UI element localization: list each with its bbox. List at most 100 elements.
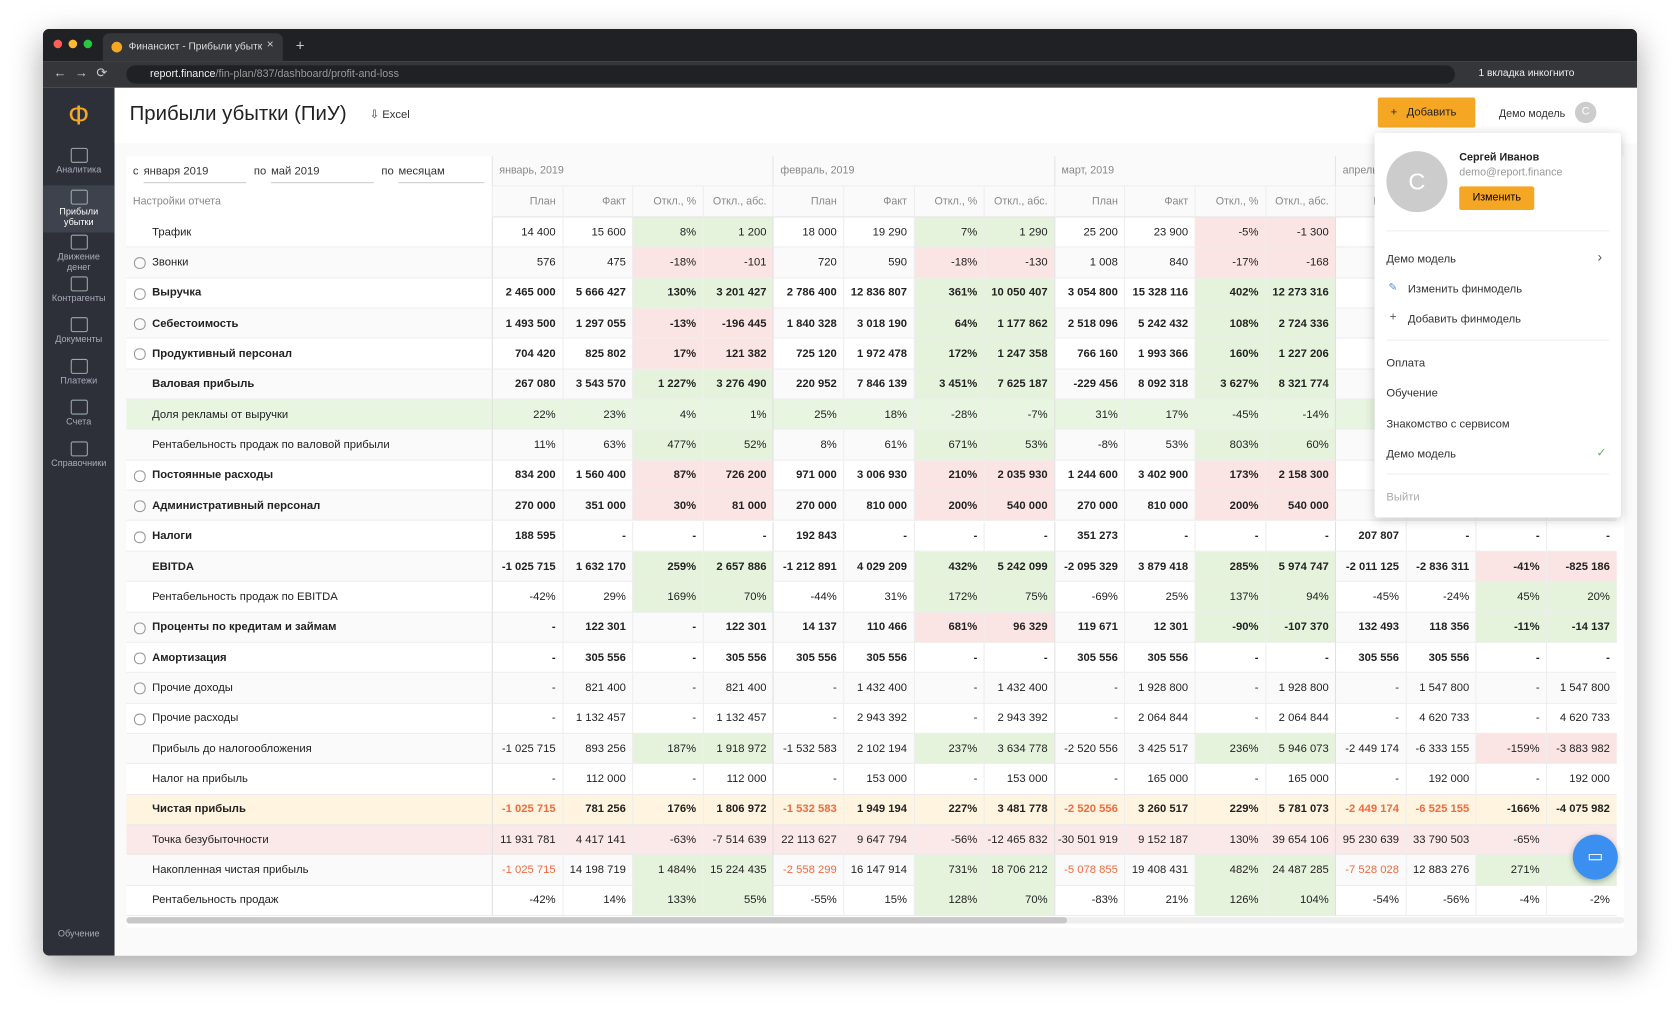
data-cell: -17% — [1194, 247, 1265, 279]
cell-value: -5 078 855 — [1064, 863, 1118, 877]
expand-toggle[interactable] — [133, 287, 146, 300]
filter-field[interactable]: май 2019 — [271, 160, 374, 184]
data-cell: - — [1475, 642, 1547, 674]
data-cell: 8% — [772, 430, 844, 461]
expand-toggle[interactable] — [133, 257, 146, 270]
cell-value: - — [551, 711, 556, 725]
filter-field[interactable]: января 2019 — [143, 160, 247, 184]
data-cell: 1 928 800 — [1124, 673, 1195, 704]
expand-toggle[interactable] — [133, 318, 146, 331]
sidebar-item[interactable]: Прибыли убытки — [42, 184, 115, 232]
tab-bar: Финансист - Прибыли убытки × + — [42, 28, 1638, 62]
sidebar-item[interactable]: Движение денег — [43, 230, 115, 272]
cell-value: 1 547 800 — [1559, 681, 1610, 695]
filter-label: по — [381, 164, 394, 178]
data-cell: 5 666 427 — [562, 278, 633, 309]
cell-value: 681% — [948, 620, 978, 634]
cell-value: 1% — [750, 407, 767, 421]
cell-value: 95 230 639 — [1342, 833, 1400, 847]
cell-value: 1 432 400 — [856, 681, 908, 695]
excel-button[interactable]: ⇩ Excel — [369, 108, 410, 122]
user-name: Сергей Иванов — [1459, 152, 1540, 164]
filter-label: с — [132, 164, 139, 178]
row-label: Продуктивный персонал — [152, 347, 293, 361]
scrollbar[interactable] — [126, 917, 1625, 924]
expand-toggle[interactable] — [133, 500, 146, 513]
add-model[interactable]: Добавить финмодель — [1407, 312, 1522, 326]
sidebar-item[interactable]: Счета — [43, 395, 115, 434]
cell-value: - — [1114, 681, 1118, 695]
data-cell: 2 943 392 — [843, 703, 914, 734]
add-button[interactable]: + Добавить — [1377, 97, 1476, 128]
data-cell: -5 078 855 — [1054, 855, 1125, 886]
cell-value: - — [1254, 650, 1259, 664]
url[interactable]: report.finance/fin-plan/837/dashboard/pr… — [126, 65, 1455, 84]
filter-field[interactable]: месяцам — [398, 160, 485, 184]
report-settings[interactable]: Настройки отчета — [132, 196, 221, 208]
avatar[interactable]: С — [1574, 101, 1597, 124]
cell-value: 130% — [1229, 833, 1259, 847]
edit-model[interactable]: Изменить финмодель — [1407, 282, 1523, 296]
cell-value: 305 556 — [1147, 650, 1189, 664]
expand-toggle[interactable] — [133, 348, 146, 361]
user-label[interactable]: Демо модель — [1498, 108, 1566, 120]
tab[interactable]: Финансист - Прибыли убытки × — [102, 33, 283, 62]
browser-window: Финансист - Прибыли убытки × + ←→⟳ repor… — [42, 28, 1638, 956]
cell-value: - — [1535, 772, 1540, 786]
cell-value: 3 276 490 — [716, 377, 767, 391]
logout[interactable]: Выйти — [1386, 490, 1420, 504]
data-cell: 3 276 490 — [702, 369, 773, 400]
cell-value: -69% — [1091, 590, 1118, 604]
data-cell: 475 — [562, 247, 633, 279]
dropdown-avatar: С — [1386, 151, 1448, 213]
current-model[interactable]: Демо модель — [1386, 447, 1456, 461]
data-cell: 31% — [1054, 399, 1125, 431]
data-cell: - — [1546, 642, 1617, 674]
cell-value: 18 000 — [802, 225, 837, 239]
sidebar-item[interactable]: Контрагенты — [43, 272, 115, 311]
cell-value: -13% — [669, 316, 697, 330]
sidebar-item[interactable]: Платежи — [43, 354, 115, 393]
cell-value: 270 000 — [1077, 499, 1118, 512]
data-cell: 1 493 500 — [491, 308, 563, 339]
cell-value: 75% — [1025, 590, 1048, 604]
cell-value: 475 — [607, 256, 626, 269]
data-cell: 1 928 800 — [1264, 673, 1336, 704]
expand-toggle[interactable] — [133, 713, 146, 725]
expand-toggle[interactable] — [133, 682, 146, 695]
edit-profile-button[interactable]: Изменить — [1459, 186, 1535, 210]
cell-value: 351 273 — [1077, 529, 1118, 543]
data-cell: 172% — [913, 581, 984, 613]
data-cell: 270 000 — [1054, 490, 1125, 522]
data-cell: 19 408 431 — [1124, 855, 1195, 886]
data-cell: 671% — [913, 430, 984, 461]
sidebar-item[interactable]: Справочники — [43, 437, 115, 476]
sidebar-bottom[interactable]: Обучение — [57, 927, 100, 939]
cell-value: 25% — [814, 407, 837, 421]
cell-value: 15% — [884, 893, 908, 907]
dropdown-link[interactable]: Оплата — [1386, 356, 1426, 370]
dropdown-link[interactable]: Знакомство с сервисом — [1386, 417, 1510, 431]
cell-value: 834 200 — [514, 468, 556, 482]
data-cell: 126% — [1194, 885, 1265, 917]
sidebar-item[interactable]: Аналитика — [43, 144, 115, 183]
cell-value: -1 212 891 — [782, 559, 837, 573]
expand-toggle[interactable] — [133, 652, 146, 665]
dropdown-link[interactable]: Обучение — [1386, 387, 1438, 400]
expand-toggle[interactable] — [133, 470, 146, 482]
expand-toggle[interactable] — [133, 621, 146, 634]
model-menu[interactable]: Демо модель — [1386, 252, 1456, 266]
cell-value: 671% — [948, 438, 978, 452]
data-cell: 540 000 — [1264, 490, 1336, 522]
data-cell: 128% — [913, 885, 984, 917]
sidebar-item[interactable]: Документы — [43, 313, 115, 352]
data-cell: - — [983, 521, 1055, 552]
cell-value: 361% — [948, 286, 978, 300]
cell-value: 23% — [603, 407, 626, 421]
chat-button[interactable]: ▭ — [1572, 834, 1618, 880]
data-cell: 188 595 — [491, 521, 563, 552]
cell-value: 14 400 — [521, 225, 556, 239]
data-cell: 9 647 794 — [843, 824, 914, 856]
cell-value: 590 — [888, 256, 908, 269]
expand-toggle[interactable] — [133, 530, 146, 543]
